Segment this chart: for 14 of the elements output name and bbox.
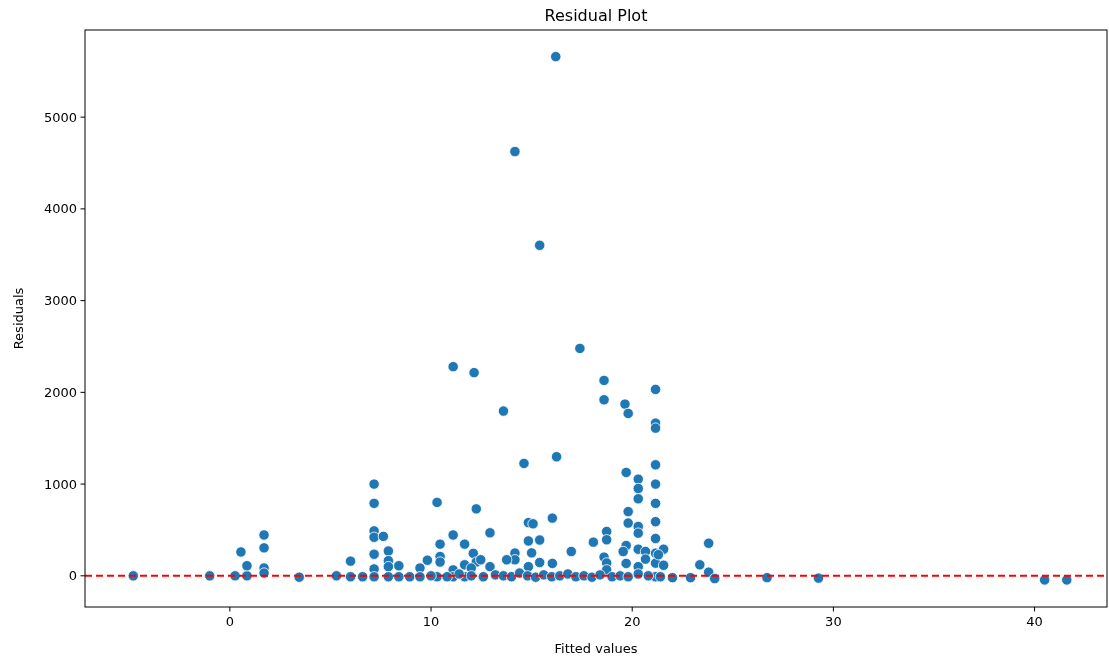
y-axis-title: Residuals (11, 287, 26, 350)
x-tick-label: 40 (1026, 614, 1043, 629)
x-tick-label: 0 (225, 614, 234, 629)
y-tick-label: 5000 (43, 109, 77, 125)
x-tick-label: 30 (825, 614, 842, 629)
chart-title: Residual Plot (544, 6, 648, 25)
x-axis-title: Fitted values (554, 641, 638, 656)
y-tick-label: 3000 (43, 293, 77, 309)
y-tick-label: 0 (68, 568, 77, 584)
x-tick-label: 20 (623, 614, 641, 629)
y-tick-label: 4000 (43, 201, 77, 217)
y-tick-label: 1000 (43, 476, 77, 492)
y-tick-label: 2000 (43, 384, 77, 400)
x-tick-label: 10 (422, 614, 440, 629)
